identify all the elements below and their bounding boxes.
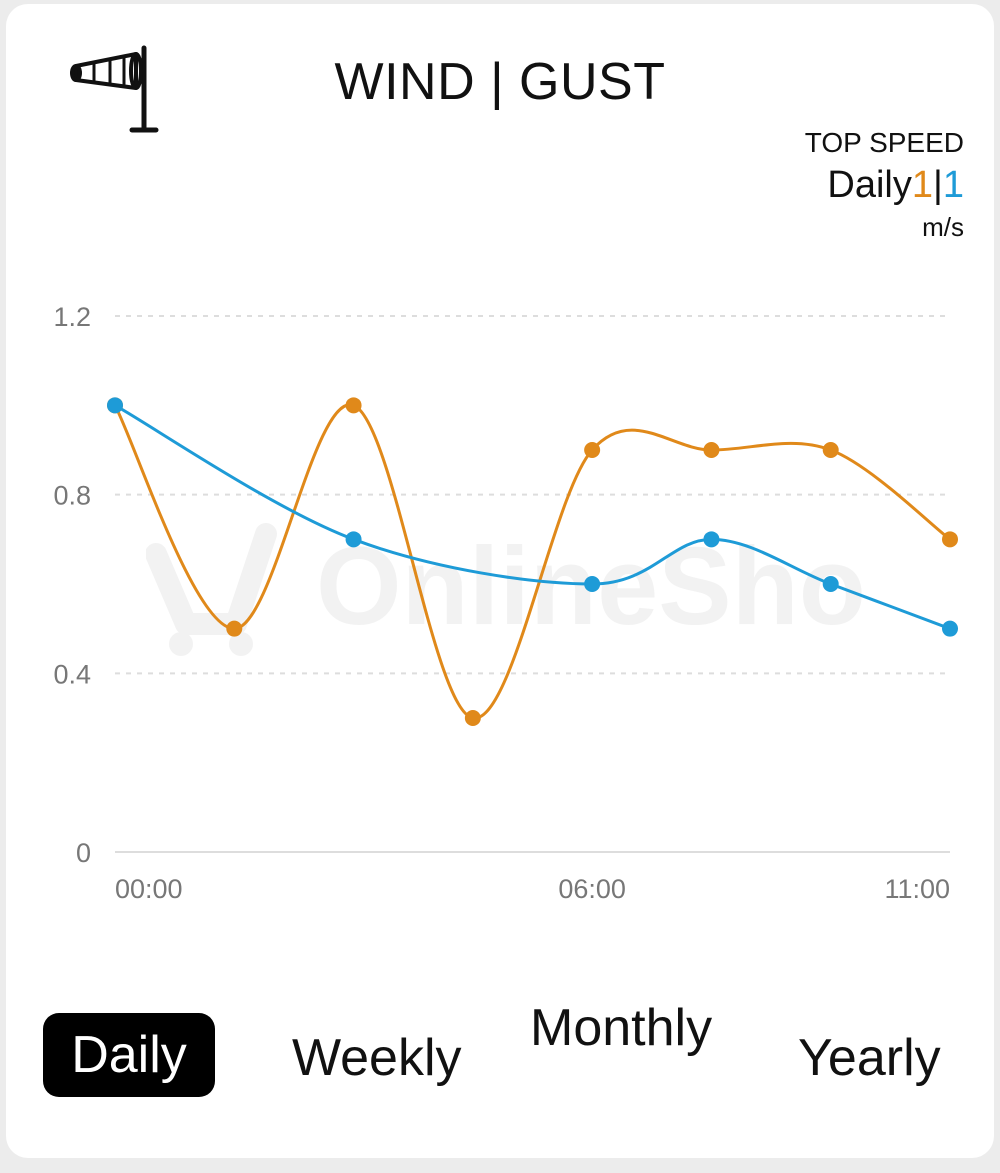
gust-data-point[interactable] xyxy=(584,442,601,458)
x-tick-label: 06:00 xyxy=(558,874,626,904)
period-tabs: Daily Weekly Monthly Yearly xyxy=(6,1000,994,1140)
top-speed-unit: m/s xyxy=(922,212,964,242)
wind-data-point[interactable] xyxy=(107,397,123,414)
page-title: WIND | GUST xyxy=(334,53,666,111)
wind-data-point[interactable] xyxy=(822,576,839,592)
wind-data-point[interactable] xyxy=(584,576,601,592)
wind-series-line xyxy=(113,403,952,631)
y-axis-ticks: 0 0.4 0.8 1.2 xyxy=(53,302,91,868)
gust-data-point[interactable] xyxy=(703,442,720,458)
y-tick-label: 1.2 xyxy=(53,302,91,332)
wind-gust-chart: 0 0.4 0.8 1.2 00:00 06:00 11:00 xyxy=(53,302,958,904)
top-speed-label: TOP SPEED xyxy=(804,127,964,158)
x-tick-label: 00:00 xyxy=(115,874,183,904)
gust-data-point[interactable] xyxy=(942,531,958,548)
tab-yearly[interactable]: Yearly xyxy=(798,1029,941,1087)
x-axis-ticks: 00:00 06:00 11:00 xyxy=(115,874,950,904)
gust-data-point[interactable] xyxy=(226,620,243,637)
chart-series xyxy=(107,397,958,726)
tab-monthly[interactable]: Monthly xyxy=(530,999,713,1057)
wind-gust-card: WIND | GUST TOP SPEED Daily1|1 m/s Onlin… xyxy=(6,4,994,1158)
y-tick-label: 0 xyxy=(76,838,91,868)
top-speed-values: Daily1|1 xyxy=(805,160,964,210)
windsock-icon xyxy=(70,45,159,133)
tab-daily[interactable]: Daily xyxy=(43,1013,215,1097)
top-speed-period: Daily xyxy=(827,164,912,206)
chart-grid xyxy=(115,315,950,853)
y-tick-label: 0.8 xyxy=(53,481,91,511)
wind-data-point[interactable] xyxy=(942,620,958,637)
tab-weekly[interactable]: Weekly xyxy=(292,1029,462,1087)
top-speed-panel: TOP SPEED Daily1|1 m/s xyxy=(805,126,964,244)
top-speed-wind-value: 1 xyxy=(942,164,964,206)
gust-data-point[interactable] xyxy=(345,397,362,414)
x-tick-label: 11:00 xyxy=(884,874,950,904)
gust-data-point[interactable] xyxy=(822,442,839,458)
wind-data-point[interactable] xyxy=(703,531,720,548)
y-tick-label: 0.4 xyxy=(53,659,91,689)
gust-data-point[interactable] xyxy=(464,710,481,726)
wind-data-point[interactable] xyxy=(345,531,362,548)
top-speed-separator: | xyxy=(932,164,943,206)
top-speed-gust-value: 1 xyxy=(911,164,933,206)
